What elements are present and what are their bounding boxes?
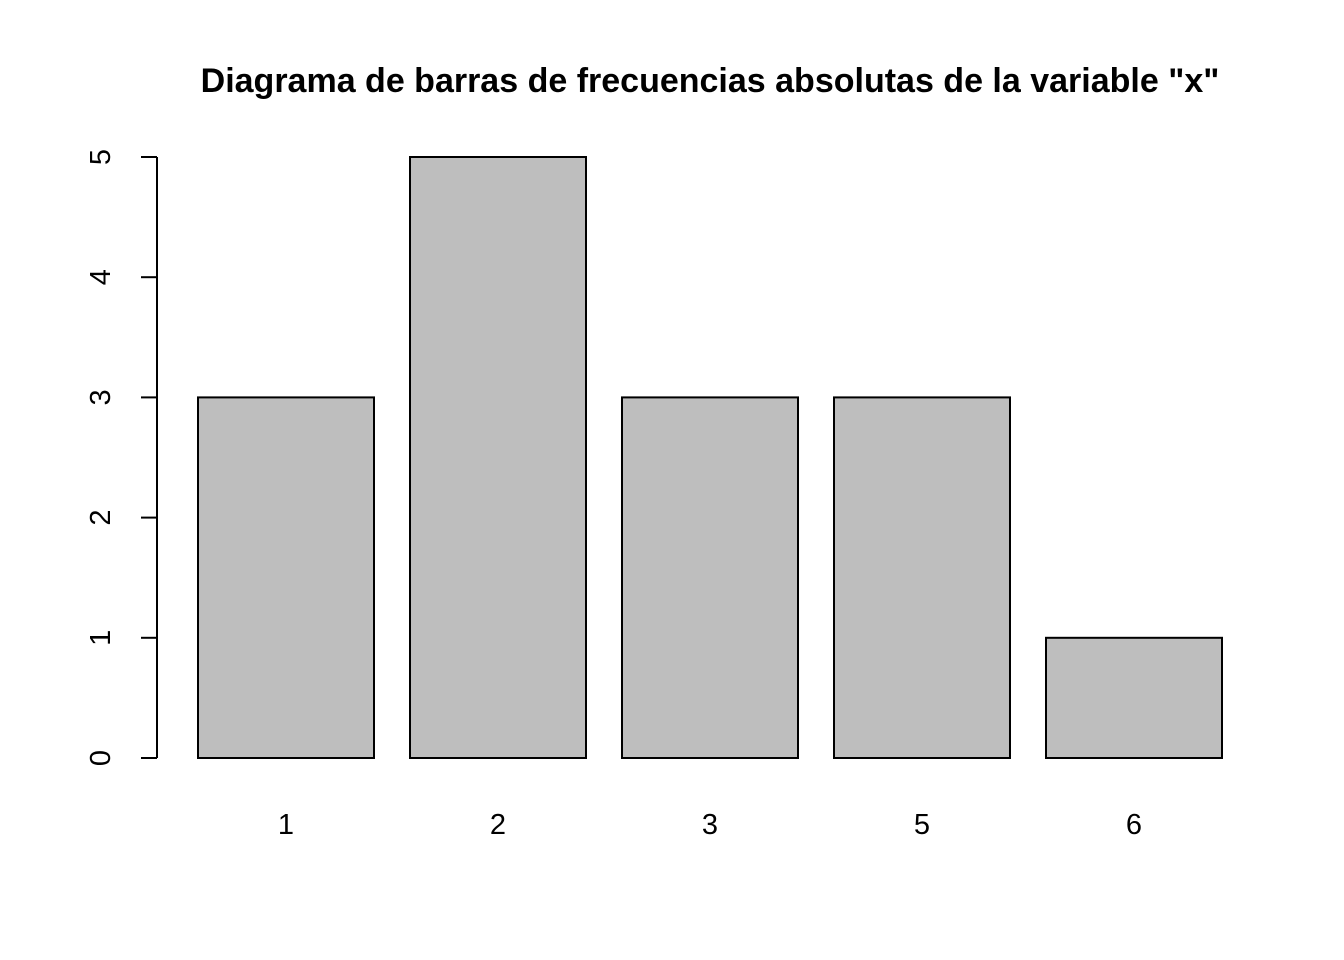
bar-5 bbox=[833, 396, 1011, 759]
x-tick-label: 2 bbox=[490, 809, 506, 841]
bar-3 bbox=[621, 396, 799, 759]
x-tick-label: 3 bbox=[702, 809, 718, 841]
x-axis-labels: 1 2 3 5 6 bbox=[278, 809, 1142, 841]
y-tick-label: 2 bbox=[85, 510, 117, 526]
bar-2 bbox=[409, 156, 587, 759]
y-axis: 0 1 2 3 4 5 bbox=[85, 149, 158, 766]
bar-1 bbox=[197, 396, 375, 759]
x-tick-label: 6 bbox=[1126, 809, 1142, 841]
x-tick-label: 5 bbox=[914, 809, 930, 841]
chart-title: Diagrama de barras de frecuencias absolu… bbox=[201, 62, 1220, 100]
bar-6 bbox=[1045, 636, 1223, 759]
bars-group bbox=[197, 156, 1223, 759]
y-tick-label: 0 bbox=[85, 750, 117, 766]
y-tick-label: 3 bbox=[85, 389, 117, 405]
y-tick-label: 4 bbox=[85, 269, 117, 285]
x-tick-label: 1 bbox=[278, 809, 294, 841]
y-tick-label: 1 bbox=[85, 630, 117, 646]
y-tick-label: 5 bbox=[85, 149, 117, 165]
